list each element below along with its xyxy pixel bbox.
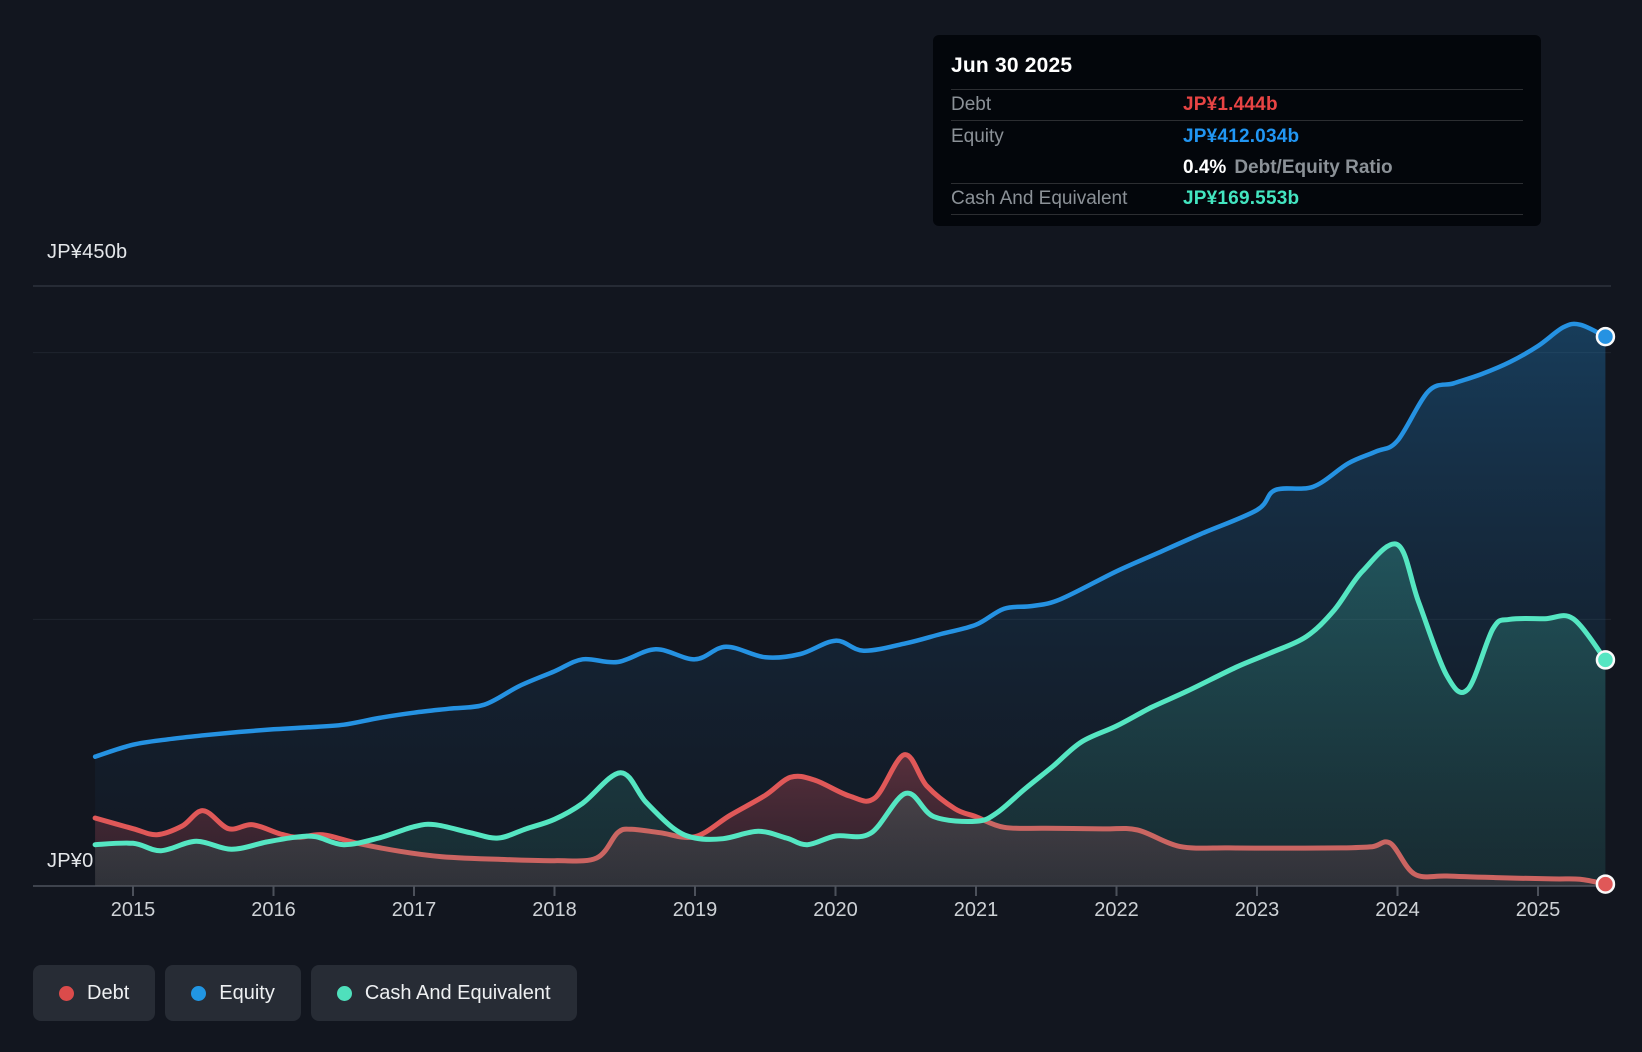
tooltip-equity-label: Equity: [951, 126, 1004, 147]
x-label-2022: 2022: [1094, 899, 1139, 921]
equity-dot-icon: [191, 985, 207, 1001]
legend: Debt Equity Cash And Equivalent: [33, 965, 577, 1021]
tooltip-row-cash: Cash And Equivalent JP¥169.553b: [951, 184, 1523, 215]
y-axis-label-max: JP¥450b: [47, 241, 128, 263]
debt-dot-icon: [59, 985, 74, 1001]
cash-dot-icon: [336, 985, 352, 1001]
series-area-cash-and-equivalent: [95, 543, 1606, 886]
x-label-2020: 2020: [813, 899, 858, 921]
legend-debt-label: Debt: [87, 981, 130, 1004]
legend-cash-label: Cash And Equivalent: [364, 981, 551, 1004]
series-line-equity: [92, 321, 1608, 759]
legend-item-equity[interactable]: Equity: [165, 965, 301, 1021]
x-label-2021: 2021: [954, 899, 999, 921]
legend-item-debt[interactable]: Debt: [33, 965, 156, 1021]
tooltip-ratio-value: 0.4%: [1183, 157, 1227, 178]
tooltip-ratio-label: Debt/Equity Ratio: [1234, 157, 1393, 178]
x-label-2024: 2024: [1375, 899, 1420, 921]
x-label-2025: 2025: [1516, 899, 1561, 921]
tooltip-row-equity: Equity JP¥412.034b: [951, 121, 1523, 153]
series-line-cash-and-equivalent: [92, 541, 1608, 854]
legend-item-cash[interactable]: Cash And Equivalent: [310, 965, 577, 1021]
x-label-2016: 2016: [251, 899, 296, 921]
x-label-2023: 2023: [1235, 899, 1280, 921]
tooltip-date: Jun 30 2025: [951, 45, 1523, 90]
end-marker-equity: [1595, 326, 1616, 347]
tooltip-debt-label: Debt: [951, 94, 992, 115]
chart-tooltip: Jun 30 2025 Debt JP¥1.444b Equity JP¥412…: [933, 35, 1541, 226]
legend-equity-label: Equity: [219, 981, 275, 1004]
x-label-2015: 2015: [111, 899, 156, 921]
end-marker-debt: [1595, 874, 1616, 894]
tooltip-cash-label: Cash And Equivalent: [951, 188, 1128, 209]
tooltip-debt-value: JP¥1.444b: [1183, 94, 1278, 115]
x-label-2018: 2018: [532, 899, 577, 921]
x-label-2017: 2017: [392, 899, 437, 921]
tooltip-equity-value: JP¥412.034b: [1183, 126, 1300, 147]
tooltip-row-ratio: 0.4% Debt/Equity Ratio: [951, 153, 1523, 184]
tooltip-cash-value: JP¥169.553b: [1183, 188, 1300, 209]
y-axis-label-zero: JP¥0: [47, 850, 94, 872]
tooltip-row-debt: Debt JP¥1.444b: [951, 90, 1523, 121]
end-marker-cash-and-equivalent: [1595, 650, 1616, 670]
x-label-2019: 2019: [673, 899, 718, 921]
